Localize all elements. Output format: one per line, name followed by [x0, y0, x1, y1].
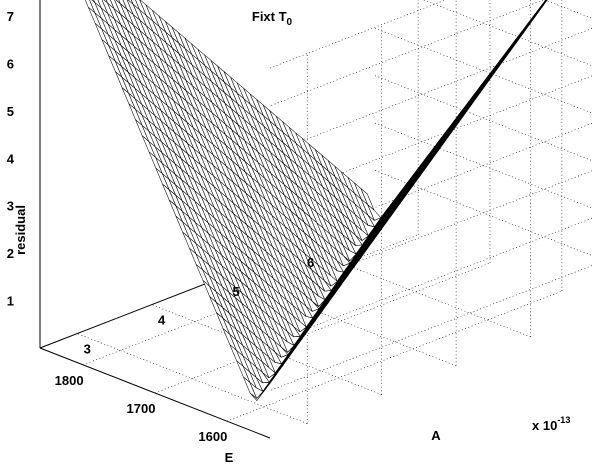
wall-gridline-z [544, 0, 593, 20]
wall-gridline-z [374, 75, 593, 162]
y-axis-label: A [431, 428, 441, 443]
surface-cell [130, 0, 140, 10]
floor-gridline-y [77, 333, 308, 424]
floor-gridline-x [83, 234, 419, 366]
wall-gridline-z [269, 27, 593, 154]
wall-gridline-z [374, 170, 593, 257]
y-tick-label: 3 [84, 342, 91, 357]
y-tick-label: 4 [158, 313, 166, 328]
surface-cell [103, 0, 108, 4]
floor-gridline-x [154, 262, 491, 394]
y-tick-label: 6 [307, 255, 314, 270]
x-tick-label: 1700 [127, 401, 156, 416]
wall-gridline-z [269, 0, 544, 107]
surface-cell [127, 0, 134, 5]
wall-gridline-z [269, 75, 593, 202]
wall-gridline-z [269, 217, 593, 344]
wall-gridline-z [269, 122, 593, 249]
x-axis-line [39, 347, 271, 439]
surface-cell [122, 0, 134, 15]
floor-gridline-y [300, 246, 531, 338]
z-tick-label: 3 [7, 199, 14, 214]
chart-title: Fixt T0 [252, 9, 293, 28]
box-edge [269, 0, 447, 69]
wall-gridline-z [269, 170, 593, 296]
tick-labels: 1 2 3 4 5 6 7 1600 1700 1800 3 4 5 6 [7, 9, 314, 444]
z-tick-label: 5 [7, 104, 14, 119]
z-tick-label: 4 [7, 151, 15, 166]
surface-cell [118, 0, 127, 10]
surface-cell [135, 0, 147, 16]
axis-grid [77, 0, 593, 424]
z-axis-label: residual [13, 205, 28, 255]
wall-gridline-z [269, 264, 593, 391]
wall-gridline-z [374, 27, 593, 114]
wall-gridline-z [423, 0, 593, 67]
floor-gridline-y [226, 275, 457, 367]
wall-gridline-z [374, 122, 593, 209]
surface-cell [105, 0, 115, 9]
surface-cell [115, 0, 121, 4]
surface-cell [91, 0, 95, 3]
surface-cell [110, 0, 121, 15]
surface-mesh [85, 0, 548, 401]
surface-cell [85, 0, 96, 13]
floor-gridline-x [226, 290, 562, 422]
z-tick-label: 2 [7, 246, 14, 261]
x-tick-label: 1600 [198, 429, 227, 444]
z-tick-label: 1 [7, 294, 14, 309]
x-tick-label: 1800 [55, 373, 84, 388]
y-tick-label: 5 [232, 284, 239, 299]
surface-cell [97, 0, 108, 14]
z-tick-label: 6 [7, 56, 14, 71]
surface-cell [93, 0, 102, 9]
x-axis-label: E [225, 450, 234, 465]
y-axis-multiplier: x 10-13 [532, 415, 570, 433]
z-tick-label: 7 [7, 9, 14, 24]
